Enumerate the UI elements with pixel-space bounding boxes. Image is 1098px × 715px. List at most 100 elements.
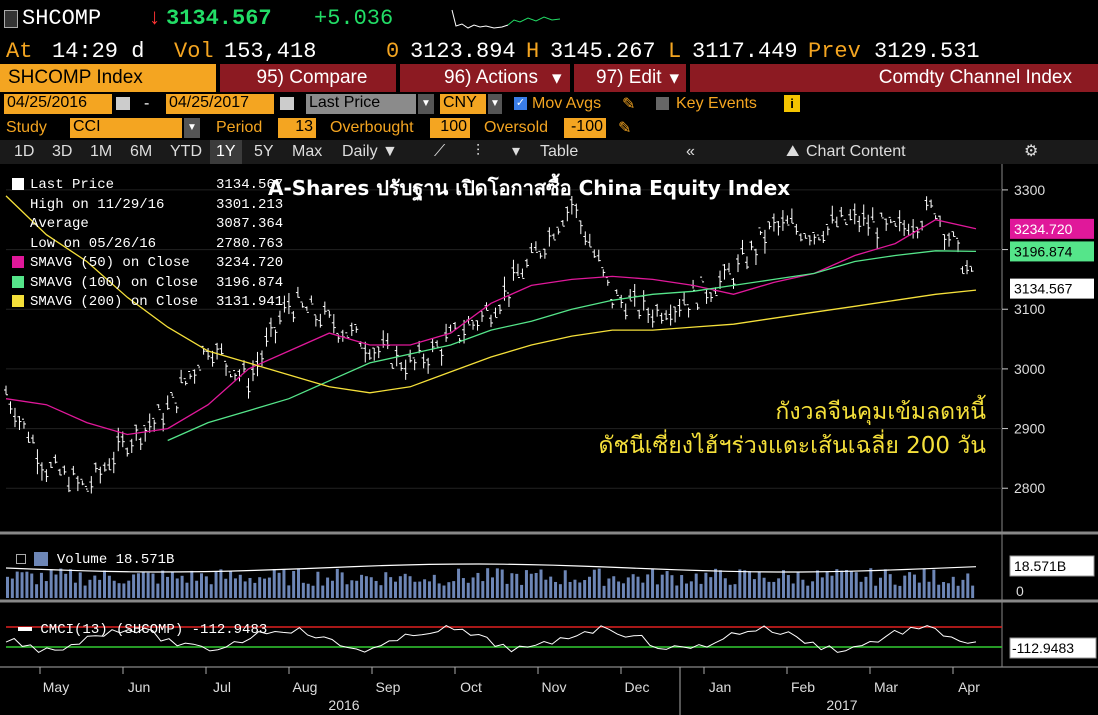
- open-label: 0: [386, 39, 400, 64]
- volume-bar: [699, 583, 703, 598]
- dropdown-icon[interactable]: ▼: [184, 118, 200, 138]
- oversold-field[interactable]: -100: [564, 118, 606, 138]
- chart-content-button[interactable]: Chart Content: [806, 143, 906, 160]
- chart-type-dropdown-icon[interactable]: ▾: [512, 143, 521, 160]
- start-date-field[interactable]: 04/25/2016: [4, 94, 112, 114]
- study-select[interactable]: CCI: [70, 118, 182, 138]
- price-chart[interactable]: 3300320031003000290028003234.7203196.874…: [0, 164, 1098, 715]
- security-field[interactable]: SHCOMP Index: [0, 64, 216, 92]
- volume-bar: [292, 571, 296, 598]
- range-3d[interactable]: 3D: [52, 143, 73, 160]
- overbought-label: Overbought: [330, 119, 414, 136]
- volume-bar: [660, 574, 664, 598]
- intraday-sparkline: [451, 9, 561, 29]
- edit-menu[interactable]: 97) Edit ▾: [574, 64, 686, 92]
- range-1m[interactable]: 1M: [90, 143, 113, 160]
- collapse-icon[interactable]: [16, 554, 26, 565]
- period-label: Period: [216, 119, 263, 136]
- overbought-field[interactable]: 100: [430, 118, 470, 138]
- volume-bar: [117, 583, 121, 598]
- dropdown-icon[interactable]: ▼: [418, 94, 434, 114]
- range-ytd[interactable]: YTD: [170, 143, 202, 160]
- volume-bar: [922, 568, 926, 598]
- volume-bar: [263, 578, 267, 598]
- gear-icon[interactable]: ⚙: [1024, 143, 1039, 160]
- volume-bar: [491, 577, 494, 598]
- range-max[interactable]: Max: [292, 143, 323, 160]
- table-button[interactable]: Table: [540, 143, 579, 160]
- volume-bar: [500, 569, 504, 598]
- volume-bar: [175, 578, 179, 598]
- volume-bar: [777, 578, 781, 598]
- key-events-checkbox[interactable]: [656, 97, 669, 110]
- ticker-symbol[interactable]: SHCOMP: [22, 6, 102, 31]
- currency-select[interactable]: CNY: [440, 94, 486, 114]
- key-events-label: Key Events: [676, 95, 757, 112]
- time-value: 14:29 d: [52, 39, 145, 64]
- volume-bar: [253, 582, 257, 598]
- prev-value: 3129.531: [874, 39, 980, 64]
- price-bars: [4, 196, 974, 494]
- volume-legend: Volume 18.571B: [16, 552, 174, 568]
- volume-bar: [6, 576, 9, 598]
- volume-bar: [364, 576, 368, 598]
- volume-bar: [471, 577, 475, 598]
- headline-overlay: A-Shares ปรับฐาน เปิดโอกาสซื้อ China Equ…: [268, 176, 791, 200]
- info-icon[interactable]: i: [784, 95, 800, 112]
- pencil-icon[interactable]: ✎: [618, 120, 632, 137]
- end-date-field[interactable]: 04/25/2017: [166, 94, 274, 114]
- volume-bar: [825, 571, 829, 598]
- volume-bar: [859, 581, 863, 598]
- volume-bar: [782, 570, 785, 598]
- line-chart-icon[interactable]: ⟋: [434, 143, 446, 160]
- legend-row: Low on 05/26/16 2780.763: [12, 235, 283, 255]
- bar-chart-icon[interactable]: ⫶: [476, 143, 481, 160]
- price-type-select[interactable]: Last Price: [306, 94, 416, 114]
- compare-button[interactable]: 95) Compare: [220, 64, 396, 92]
- volume-bar: [301, 582, 305, 598]
- calendar-icon[interactable]: [116, 97, 130, 110]
- volume-bar: [229, 571, 233, 598]
- volume-bar: [156, 583, 160, 598]
- volume-bar: [602, 585, 606, 598]
- actions-menu[interactable]: 96) Actions ▾: [400, 64, 570, 92]
- volume-bar: [946, 583, 950, 598]
- volume-bar: [389, 577, 393, 598]
- range-5y[interactable]: 5Y: [254, 143, 274, 160]
- volume-bar: [73, 582, 77, 598]
- pencil-icon[interactable]: ✎: [622, 96, 636, 113]
- volume-bar: [437, 583, 441, 598]
- volume-bar: [558, 584, 562, 598]
- legend-swatch: [12, 256, 24, 269]
- range-1y[interactable]: 1Y: [210, 140, 242, 164]
- volume-bar: [369, 577, 373, 598]
- volume-label: Vol: [174, 39, 214, 64]
- volume-bar: [277, 572, 281, 598]
- range-6m[interactable]: 6M: [130, 143, 153, 160]
- range-1d[interactable]: 1D: [14, 143, 35, 160]
- volume-bar: [432, 574, 436, 598]
- collapse-icon[interactable]: «: [686, 143, 695, 160]
- volume-bar: [166, 576, 170, 598]
- volume-bar: [515, 573, 519, 598]
- frequency-select[interactable]: Daily ▼: [342, 143, 398, 160]
- month-label: Apr: [958, 679, 980, 695]
- volume-bar: [423, 579, 427, 598]
- volume-bar: [25, 571, 29, 598]
- last-price: 3134.567: [166, 6, 272, 31]
- volume-bar: [588, 576, 591, 598]
- month-label: Oct: [460, 679, 482, 695]
- volume-bar: [723, 578, 727, 598]
- dropdown-icon[interactable]: ▼: [488, 94, 502, 114]
- period-field[interactable]: 13: [278, 118, 316, 138]
- volume-bar: [360, 574, 364, 598]
- flag-icon[interactable]: [4, 10, 18, 28]
- volume-zero-label: 0: [1016, 583, 1024, 599]
- month-label: Nov: [542, 679, 567, 695]
- volume-bar: [912, 574, 916, 598]
- volume-bar: [592, 569, 596, 598]
- calendar-icon[interactable]: [280, 97, 294, 110]
- volume-bar: [786, 575, 790, 598]
- mov-avgs-checkbox[interactable]: ✓: [514, 97, 527, 110]
- month-label: Feb: [791, 679, 815, 695]
